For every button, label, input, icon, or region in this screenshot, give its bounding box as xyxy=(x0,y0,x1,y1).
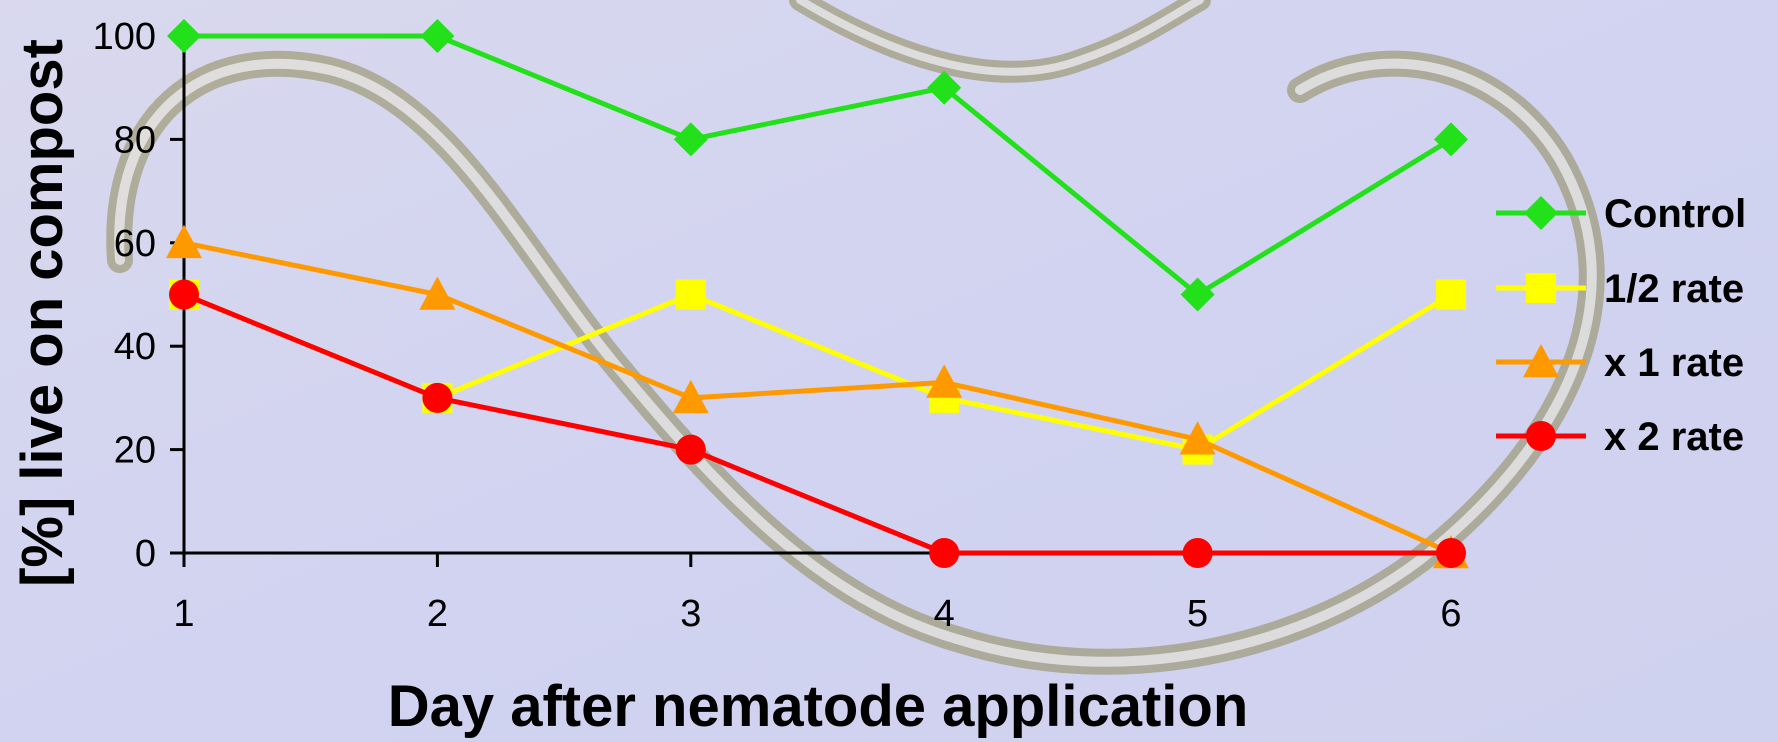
x-axis-title: Day after nematode application xyxy=(388,674,1249,739)
x-tick-label: 6 xyxy=(1440,593,1461,635)
data-point xyxy=(929,538,959,568)
data-point xyxy=(422,383,452,413)
y-tick-label: 20 xyxy=(114,430,156,472)
legend-label: 1/2 rate xyxy=(1604,267,1744,311)
y-tick-label: 40 xyxy=(114,326,156,368)
legend-label: x 1 rate xyxy=(1604,341,1744,385)
x-tick-label: 4 xyxy=(934,593,955,635)
legend-marker xyxy=(1526,421,1556,451)
legend-label: Control xyxy=(1604,192,1746,236)
data-point xyxy=(1436,280,1466,310)
legend-label: x 2 rate xyxy=(1604,415,1744,459)
data-point xyxy=(676,280,706,310)
y-tick-label: 0 xyxy=(135,533,156,575)
data-point xyxy=(1183,538,1213,568)
legend-marker xyxy=(1526,273,1556,303)
data-point xyxy=(676,435,706,465)
y-tick-label: 100 xyxy=(93,16,156,58)
y-axis-title: [%] live on compost xyxy=(10,39,75,587)
data-point xyxy=(169,280,199,310)
x-tick-label: 5 xyxy=(1187,593,1208,635)
data-point xyxy=(1436,538,1466,568)
y-tick-label: 60 xyxy=(114,223,156,265)
x-tick-label: 1 xyxy=(173,593,194,635)
x-tick-label: 3 xyxy=(680,593,701,635)
y-tick-label: 80 xyxy=(114,119,156,161)
x-tick-label: 2 xyxy=(427,593,448,635)
